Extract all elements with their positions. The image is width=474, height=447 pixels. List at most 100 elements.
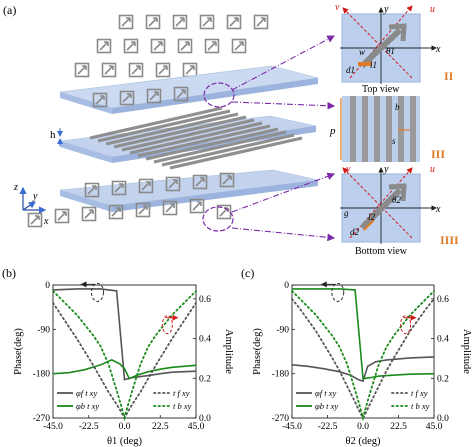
legend-label: t b xy: [173, 401, 192, 411]
y2-axis-title: Amplitude: [461, 329, 472, 374]
bottom-arrow-shaft: [359, 187, 403, 231]
y2-tick-label: 0.0: [437, 414, 449, 424]
legend-label: t f xy: [411, 388, 428, 398]
top-arrow-head-icon: [388, 23, 407, 42]
d2-label: d2: [350, 227, 360, 237]
x-tick-label: 45.0: [426, 422, 443, 432]
theta2-label: θ2: [392, 195, 401, 205]
legend-label: t b xy: [411, 401, 430, 411]
y-tick-label: -270: [272, 414, 290, 424]
bottom-callout-ellipse: [202, 206, 234, 232]
bottom-arrow-head-icon: [388, 183, 407, 202]
v-label-b: v: [346, 164, 351, 175]
metal-grating: [89, 106, 303, 170]
y-tick-label: -180: [33, 370, 51, 380]
x-label-b: x: [435, 204, 441, 215]
y-axis-title: Phase(deg): [252, 328, 263, 375]
phase-annotation-ellipse: [331, 282, 345, 302]
bottom-plate-side: [60, 190, 112, 212]
bottom-view-inset: v u y x g l2 d2 θ2 Bottom view IIII: [340, 164, 459, 257]
d1-label: d1: [346, 65, 355, 75]
x-tick-label: 45.0: [188, 422, 205, 432]
amp-annotation-ellipse: [161, 315, 173, 335]
y-tick-label: -90: [37, 325, 50, 335]
y-tick-label: 0: [284, 281, 289, 291]
p-label: p: [329, 125, 336, 137]
bottom-view-marker: IIII: [440, 233, 459, 247]
series-line: [291, 290, 435, 422]
top-callout-line: [231, 35, 335, 91]
top-arrow-shaft: [359, 27, 403, 69]
legend-label: φb t xy: [315, 401, 338, 411]
y2-tick-label: 0.6: [437, 295, 449, 305]
y-tick-label: -90: [276, 325, 289, 335]
legend-label: φf t xy: [76, 388, 97, 398]
grating-inset: p b s III: [329, 96, 445, 162]
series-line: [52, 290, 197, 422]
top-callout-ellipse: [203, 82, 235, 108]
l2-marker: [363, 219, 375, 231]
l2-label: l2: [368, 212, 376, 222]
x-axis-label: x: [43, 216, 49, 227]
v-axis-line: [342, 7, 413, 79]
y-axis-label: y: [32, 191, 38, 202]
bottom-view-caption: Bottom view: [355, 246, 408, 257]
v-label: v: [335, 2, 340, 13]
h-label: h: [50, 129, 56, 141]
d1-marker: [358, 62, 372, 66]
bottom-callout-line: [231, 172, 336, 213]
y-label-b: y: [383, 164, 389, 175]
panel-a: (a): [3, 2, 459, 257]
x-tick-label: -45.0: [282, 422, 302, 432]
panel-label: (c): [241, 266, 254, 280]
series-line: [291, 356, 435, 383]
x-tick-label: -45.0: [43, 422, 63, 432]
g-label: g: [344, 208, 349, 218]
legend-label: φb t xy: [76, 401, 99, 411]
u-label: u: [430, 4, 435, 15]
amp-annotation-ellipse: [400, 315, 412, 335]
series-line: [292, 288, 435, 380]
top-view-caption: Top view: [362, 84, 400, 95]
y2-tick-label: 0.2: [199, 374, 211, 384]
panel-a-label: (a): [3, 3, 16, 17]
legend-label: φf t xy: [315, 388, 336, 398]
y2-tick-label: 0.4: [437, 335, 449, 345]
y-axis-title: Phase(deg): [13, 328, 24, 375]
x-axis-title: θ2 (deg): [345, 436, 381, 447]
middle-plate-side: [60, 141, 112, 163]
chart-c: (c) -45.0 -22.5 0.0 22.5 45.0 0 -90 -180 -270 0.0 0…: [241, 266, 472, 447]
y-label-top: y: [383, 4, 389, 15]
phase-annotation-ellipse: [90, 282, 104, 302]
y2-tick-label: 0.0: [199, 414, 211, 424]
x-tick-label: 22.5: [390, 422, 407, 432]
v-axis-line-b: [342, 167, 413, 239]
chart-b: (b) -45.0 -22.5 0.0 22.5 45.0 0 -90 -180 -270 0.0 0…: [2, 266, 234, 447]
b-label: b: [395, 102, 400, 112]
u-label-b: u: [430, 164, 435, 175]
plot-frame: [291, 284, 435, 419]
x-tick-label: 0.0: [357, 422, 369, 432]
axes-triad-icon: [19, 186, 47, 214]
z-axis-label: z: [13, 182, 18, 193]
y2-axis-title: Amplitude: [223, 329, 234, 374]
x-tick-label: -22.5: [79, 422, 99, 432]
grating-marker: III: [431, 147, 445, 161]
y-tick-label: 0: [45, 281, 50, 291]
y2-tick-label: 0.6: [199, 295, 211, 305]
legend-label: t f xy: [173, 388, 190, 398]
bottom-callout-line-2: [231, 227, 336, 242]
top-view-marker: II: [444, 69, 454, 83]
x-tick-label: 0.0: [119, 422, 131, 432]
y-tick-label: -180: [272, 370, 290, 380]
top-plate-front: [112, 78, 318, 114]
y2-tick-label: 0.4: [199, 335, 211, 345]
plot-frame: [52, 284, 197, 419]
top-plate-side: [60, 92, 112, 114]
panel-label: (b): [2, 266, 16, 280]
x-axis-title: θ1 (deg): [107, 436, 143, 447]
l1-label: l1: [370, 60, 377, 70]
s-label: s: [392, 136, 396, 146]
top-view-inset: u v y x w l1 d1 θ1 Top view II: [335, 2, 454, 95]
